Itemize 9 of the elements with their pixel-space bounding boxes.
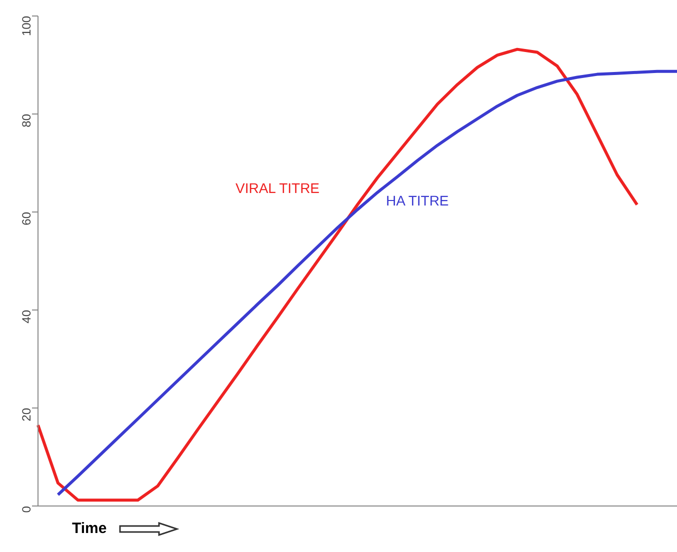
series-label: HA TITRE (386, 192, 449, 209)
y-tick-label: 100 (19, 16, 34, 36)
y-tick-label: 60 (19, 212, 34, 226)
y-tick-label: 80 (19, 114, 34, 128)
y-tick-label: 20 (19, 408, 34, 422)
y-tick-label: 40 (19, 310, 34, 324)
text: VIRAL TITRE (236, 180, 320, 196)
y-tick-label: 0 (19, 506, 34, 513)
x-axis-title: Time (72, 520, 107, 537)
